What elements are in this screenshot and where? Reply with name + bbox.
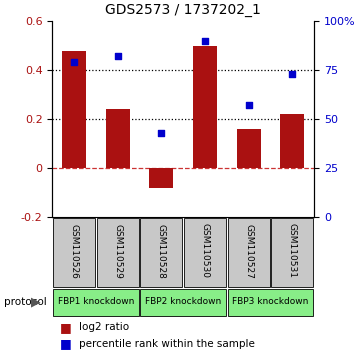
Text: GSM110528: GSM110528 — [157, 223, 166, 279]
Text: GSM110526: GSM110526 — [70, 223, 79, 279]
Title: GDS2573 / 1737202_1: GDS2573 / 1737202_1 — [105, 4, 261, 17]
Text: GSM110527: GSM110527 — [244, 223, 253, 279]
Point — [202, 38, 208, 44]
Bar — [280, 114, 304, 168]
Bar — [62, 51, 86, 168]
Bar — [106, 109, 130, 168]
Bar — [140, 289, 226, 316]
Bar — [53, 289, 139, 316]
Bar — [228, 218, 270, 287]
Bar — [149, 168, 173, 188]
Bar — [53, 218, 95, 287]
Text: log2 ratio: log2 ratio — [79, 322, 130, 332]
Point — [246, 103, 252, 108]
Bar — [97, 218, 139, 287]
Bar — [140, 218, 182, 287]
Bar — [228, 289, 313, 316]
Bar — [193, 46, 217, 168]
Text: ▶: ▶ — [31, 296, 40, 309]
Bar — [237, 129, 261, 168]
Point — [115, 54, 121, 59]
Bar — [271, 218, 313, 287]
Text: ■: ■ — [60, 321, 71, 334]
Text: percentile rank within the sample: percentile rank within the sample — [79, 338, 255, 349]
Text: ■: ■ — [60, 337, 71, 350]
Text: FBP3 knockdown: FBP3 knockdown — [232, 297, 309, 306]
Text: GSM110530: GSM110530 — [200, 223, 209, 279]
Text: FBP1 knockdown: FBP1 knockdown — [58, 297, 134, 306]
Text: GSM110529: GSM110529 — [113, 223, 122, 279]
Text: FBP2 knockdown: FBP2 knockdown — [145, 297, 221, 306]
Bar — [184, 218, 226, 287]
Text: GSM110531: GSM110531 — [288, 223, 297, 279]
Point — [290, 71, 295, 77]
Point — [158, 130, 164, 136]
Point — [71, 59, 77, 65]
Text: protocol: protocol — [4, 297, 46, 307]
